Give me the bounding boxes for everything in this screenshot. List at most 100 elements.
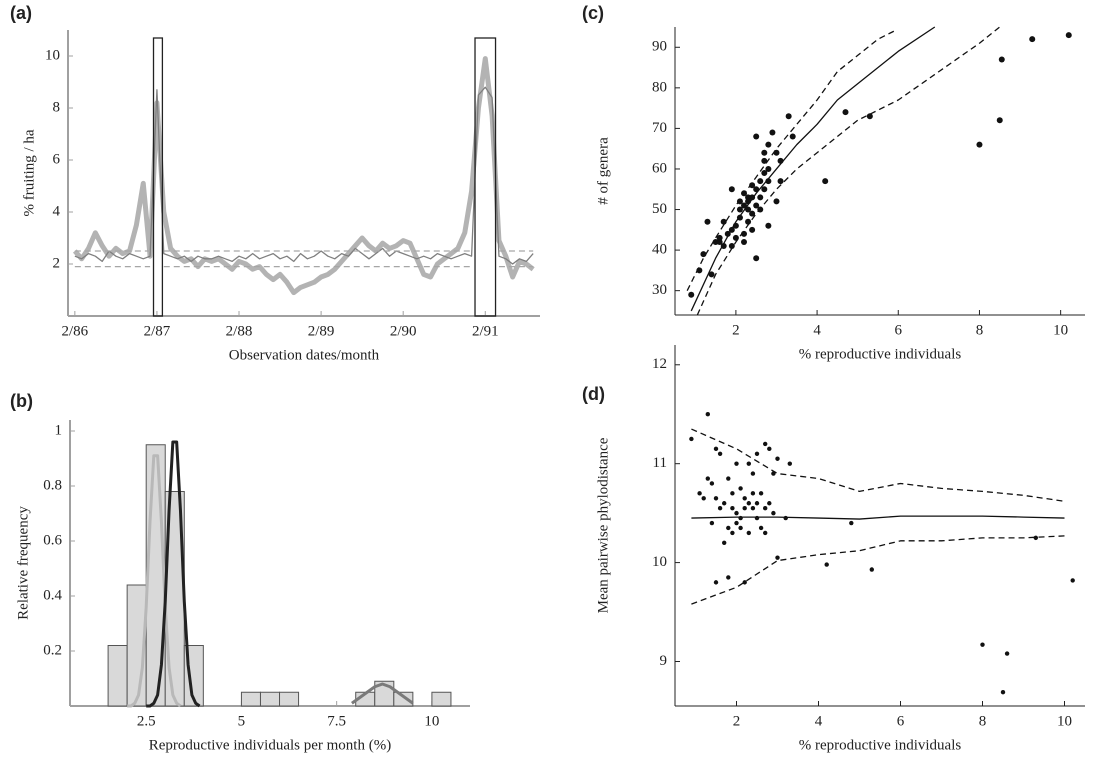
scatter-point <box>713 446 719 452</box>
scatter-point <box>726 525 731 531</box>
scatter-point <box>765 165 772 172</box>
scatter-point <box>738 525 743 531</box>
scatter-point <box>746 530 751 536</box>
scatter-point <box>726 476 731 481</box>
highlight-box <box>152 37 164 317</box>
y-axis-label: Relative frequency <box>15 506 31 620</box>
scatter-point <box>761 149 768 156</box>
highlight-box <box>474 37 497 317</box>
scatter-point <box>730 530 735 536</box>
scatter-point <box>697 491 702 496</box>
histogram-bar <box>279 691 300 707</box>
scatter-point <box>749 226 756 233</box>
scatter-point <box>730 505 735 511</box>
scatter-point <box>771 510 776 516</box>
y-tick-label: 10 <box>652 554 667 570</box>
x-tick-label: 2/86 <box>62 323 89 339</box>
y-tick-label: 1 <box>55 422 63 438</box>
scatter-point <box>704 218 711 225</box>
y-tick-label: 12 <box>652 356 667 372</box>
x-tick-label: 2.5 <box>137 713 156 729</box>
x-tick-label: 6 <box>895 322 903 338</box>
scatter-point <box>738 486 743 491</box>
histogram-bar <box>259 691 281 707</box>
series-line <box>74 86 534 265</box>
scatter-point <box>753 255 760 262</box>
x-tick-label: 2/89 <box>308 323 335 339</box>
fit-line <box>691 428 1065 502</box>
scatter-point <box>976 141 983 148</box>
scatter-point <box>749 194 756 201</box>
scatter-point <box>734 520 739 526</box>
y-tick-label: 30 <box>652 282 667 298</box>
scatter-point <box>717 505 723 511</box>
scatter-point <box>842 109 849 116</box>
y-tick-label: 4 <box>53 203 61 219</box>
scatter-point <box>775 456 780 461</box>
x-tick-label: 10 <box>424 713 439 729</box>
scatter-point <box>722 540 727 546</box>
y-tick-label: 8 <box>53 99 61 115</box>
scatter-point <box>720 218 727 225</box>
scatter-point <box>980 642 985 647</box>
scatter-point <box>787 461 792 466</box>
scatter-point <box>763 441 768 447</box>
scatter-point <box>753 186 760 193</box>
x-tick-label: 5 <box>238 713 246 729</box>
scatter-point <box>763 530 768 536</box>
scatter-point <box>742 580 747 585</box>
scatter-point <box>754 515 760 521</box>
scatter-point <box>720 243 727 250</box>
scatter-point <box>726 575 731 580</box>
scatter-point <box>746 461 751 466</box>
panel-label: (c) <box>582 3 604 23</box>
x-tick-label: 7.5 <box>327 713 346 729</box>
scatter-point <box>753 202 760 209</box>
scatter-point <box>849 520 854 526</box>
y-tick-label: 70 <box>652 120 667 136</box>
y-tick-label: 2 <box>53 255 61 271</box>
scatter-point <box>761 186 768 193</box>
y-tick-label: 90 <box>652 39 667 55</box>
scatter-point <box>736 198 743 205</box>
y-axis-label: # of genera <box>595 137 611 205</box>
x-axis-label: Reproductive individuals per month (%) <box>149 737 391 753</box>
scatter-point <box>998 56 1005 63</box>
scatter-point <box>728 243 735 250</box>
scatter-point <box>741 190 748 197</box>
scatter-point <box>750 491 756 496</box>
scatter-point <box>717 451 723 456</box>
scatter-point <box>785 113 792 120</box>
scatter-point <box>757 206 764 213</box>
scatter-point <box>761 170 768 177</box>
scatter-point <box>1004 651 1010 656</box>
scatter-point <box>745 218 752 225</box>
y-tick-label: 40 <box>652 242 667 258</box>
scatter-point <box>732 234 739 241</box>
scatter-point <box>1065 32 1072 39</box>
scatter-point <box>728 226 735 233</box>
x-axis-label: % reproductive individuals <box>799 737 962 753</box>
x-tick-label: 4 <box>815 713 823 729</box>
scatter-point <box>773 149 780 156</box>
y-tick-label: 60 <box>652 160 667 176</box>
scatter-point <box>765 141 772 148</box>
x-tick-label: 2 <box>733 713 741 729</box>
scatter-point <box>996 117 1003 124</box>
scatter-point <box>730 491 735 496</box>
y-tick-label: 6 <box>53 151 61 167</box>
x-tick-label: 10 <box>1053 322 1068 338</box>
scatter-point <box>869 567 874 572</box>
x-axis-label: % reproductive individuals <box>799 346 962 362</box>
scatter-point <box>789 133 796 140</box>
histogram-bar <box>431 691 452 707</box>
scatter-point <box>750 471 756 476</box>
scatter-point <box>750 505 756 511</box>
scatter-point <box>754 451 760 456</box>
scatter-point <box>696 267 703 274</box>
scatter-point <box>1000 689 1006 695</box>
y-tick-label: 0.4 <box>43 587 62 603</box>
x-tick-label: 4 <box>813 322 821 338</box>
y-tick-label: 11 <box>653 455 667 471</box>
